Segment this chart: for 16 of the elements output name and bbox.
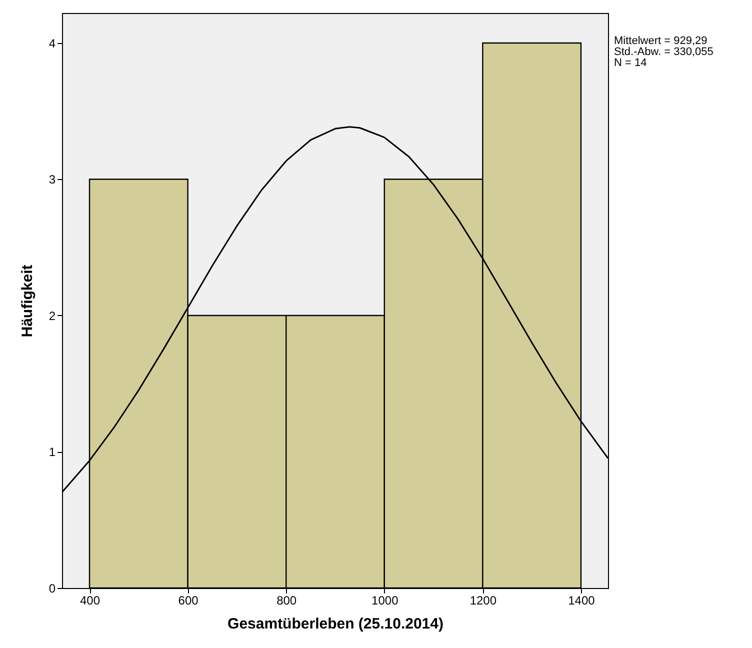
x-tick-label: 600 [178, 594, 199, 608]
text: Mittelwert = 929,29 [614, 35, 708, 47]
text: Std.-Abw. = 330,055 [614, 46, 714, 58]
x-tick-label: 1200 [470, 594, 497, 608]
x-axis-title: Gesamtüberleben (25.10.2014) [228, 616, 444, 632]
y-axis-title: Häufigkeit [18, 264, 36, 338]
x-tick-label: 1000 [372, 594, 399, 608]
y-tick-label: 1 [48, 445, 56, 460]
text: N = 14 [614, 57, 647, 69]
y-tick-label: 3 [48, 172, 56, 187]
x-tick-label: 1400 [568, 594, 596, 608]
x-tick-label: 400 [80, 594, 100, 608]
y-tick-label: 4 [48, 36, 56, 50]
y-tick-label: 2 [48, 308, 56, 323]
x-tick-label: 800 [276, 594, 297, 608]
y-tick-label: 0 [48, 582, 56, 596]
